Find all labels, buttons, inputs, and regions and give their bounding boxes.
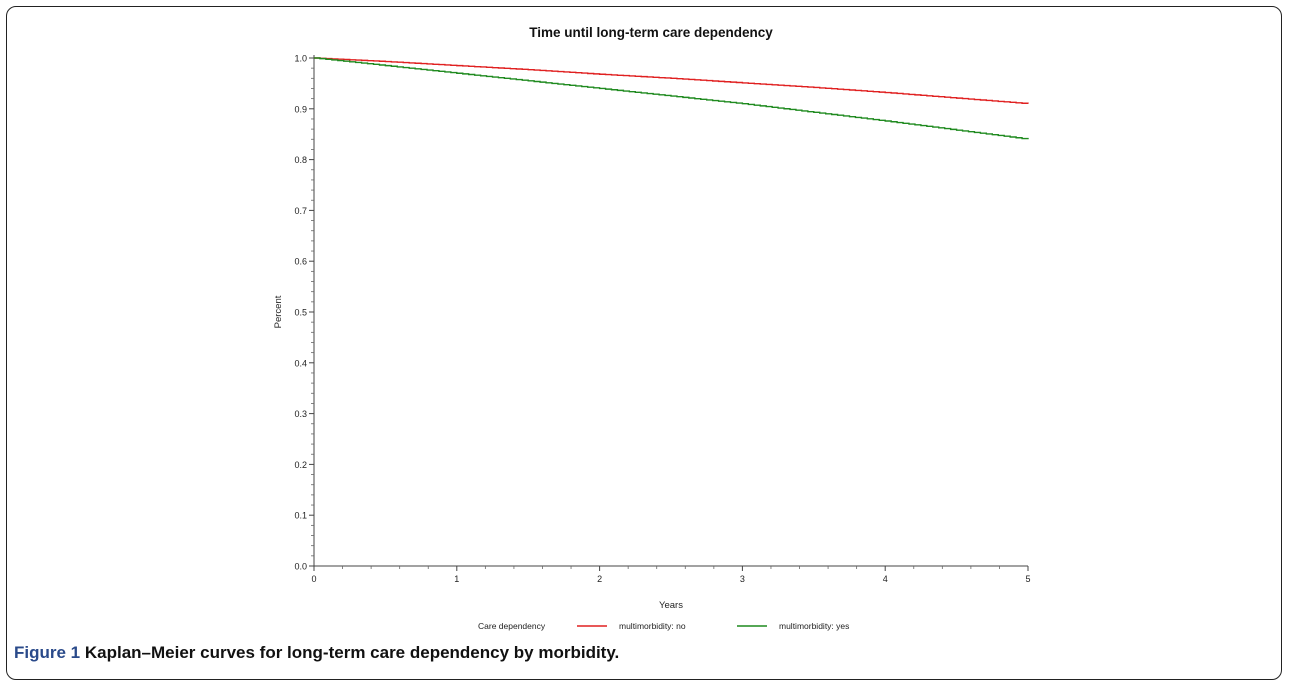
y-tick-label: 0.3	[294, 409, 307, 419]
series-line-no	[314, 57, 1029, 104]
x-tick-label: 1	[454, 574, 459, 584]
y-tick-label: 0.1	[294, 511, 307, 521]
figure-caption: Figure 1 Kaplan–Meier curves for long-te…	[14, 643, 619, 663]
x-axis-label: Years	[659, 600, 683, 611]
legend-label-no: multimorbidity: no	[619, 621, 686, 631]
y-tick-label: 0.6	[294, 257, 307, 267]
x-tick-label: 4	[883, 574, 888, 584]
chart-title: Time until long-term care dependency	[529, 25, 773, 40]
x-tick-label: 5	[1025, 574, 1030, 584]
y-tick-label: 0.9	[294, 104, 307, 114]
legend-title: Care dependency	[478, 621, 546, 631]
y-tick-label: 0.2	[294, 460, 307, 470]
legend-label-yes: multimorbidity: yes	[779, 621, 849, 631]
caption-label: Figure 1	[14, 643, 81, 662]
y-tick-label: 0.8	[294, 155, 307, 165]
x-tick-label: 3	[740, 574, 745, 584]
series-line-yes	[314, 57, 1029, 140]
y-tick-label: 0.7	[294, 206, 307, 216]
y-tick-label: 0.5	[294, 308, 307, 318]
x-tick-label: 0	[311, 574, 316, 584]
caption-text: Kaplan–Meier curves for long-term care d…	[84, 643, 620, 662]
y-tick-label: 1.0	[294, 54, 307, 64]
y-axis-label: Percent	[273, 295, 284, 328]
km-chart: Time until long-term care dependency 0.0 0…	[273, 25, 1031, 631]
y-tick-label: 0.4	[294, 358, 307, 368]
y-tick-label: 0.0	[294, 562, 307, 572]
x-tick-label: 2	[597, 574, 602, 584]
